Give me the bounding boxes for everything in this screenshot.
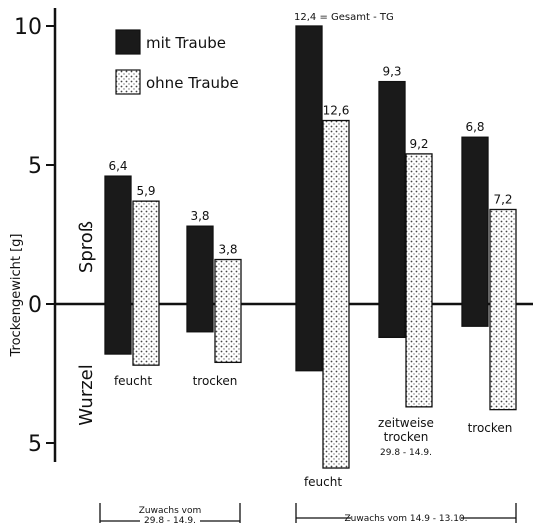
bar-with	[104, 175, 132, 355]
bar-value-label: 9,2	[409, 137, 428, 151]
y-tick-label: 0	[28, 293, 42, 318]
period-label: Zuwachs vom	[139, 506, 202, 516]
y-tick-label: 5	[28, 154, 42, 179]
y-tick-label: 5	[28, 432, 42, 457]
y-tick-label: 10	[14, 15, 42, 40]
bar-with	[461, 136, 489, 327]
legend-swatch-with	[115, 29, 141, 55]
condition-label: trocken	[193, 374, 238, 388]
period-label: Zuwachs vom 14.9 - 13.10.	[344, 514, 467, 524]
bar-value-label: 5,9	[136, 184, 155, 198]
y-axis-label: Trockengewicht [g]	[9, 234, 24, 358]
root-label: Wurzel	[76, 364, 97, 426]
bar-value-label: 9,3	[382, 65, 401, 79]
bar-with	[186, 225, 214, 333]
bar-with	[378, 80, 406, 339]
shoot-label: Sproß	[76, 221, 97, 273]
bar-without	[322, 119, 350, 469]
condition-label: 29.8 - 14.9.	[380, 448, 432, 458]
bar-value-label: 12,6	[323, 104, 350, 118]
period-label: 29.8 - 14.9.	[144, 516, 196, 526]
legend-label-without: ohne Traube	[146, 74, 239, 92]
bar-with	[295, 25, 323, 372]
bar-without	[489, 208, 517, 411]
condition-label: feucht	[114, 374, 152, 388]
condition-label: feucht	[304, 475, 342, 489]
legend-swatch-without	[115, 69, 141, 95]
condition-label: zeitweise	[378, 416, 434, 430]
condition-label: trocken	[384, 430, 429, 444]
legend-label-with: mit Traube	[146, 34, 226, 52]
condition-label: trocken	[468, 421, 513, 435]
bar-value-label: 3,8	[190, 209, 209, 223]
bar-value-label: 7,2	[493, 192, 512, 206]
bar-value-label: 3,8	[218, 243, 237, 257]
bar-value-label: 12,4 = Gesamt - TG	[294, 12, 394, 23]
bar-without	[405, 153, 433, 408]
bar-value-label: 6,4	[108, 159, 127, 173]
bar-value-label: 6,8	[465, 120, 484, 134]
bar-without	[132, 200, 160, 366]
bar-without	[214, 258, 242, 364]
